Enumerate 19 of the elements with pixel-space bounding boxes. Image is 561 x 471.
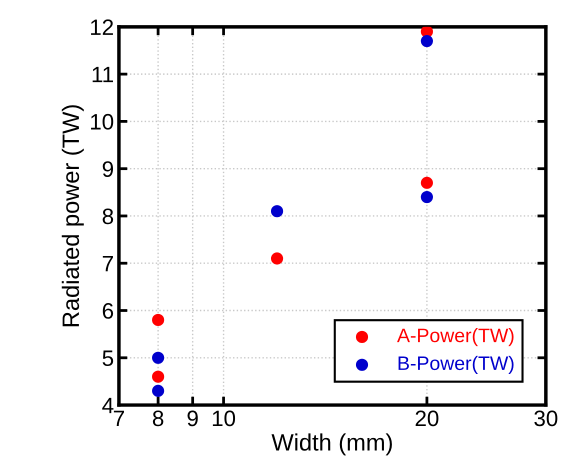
- y-axis-title: Radiated power (TW): [62, 105, 84, 326]
- y-tick-label: 10: [91, 114, 114, 130]
- y-tick-label: 6: [102, 303, 114, 319]
- x-tick-label: 20: [416, 410, 438, 426]
- y-tick-label: 9: [102, 161, 114, 177]
- x-tick-label: 30: [534, 410, 558, 426]
- x-tick-label: 8: [152, 410, 164, 426]
- x-tick-label: 9: [188, 410, 198, 426]
- y-tick-label: 7: [102, 256, 113, 272]
- legend-label: B-Power(TW): [398, 356, 514, 374]
- x-axis-title: Width (mm): [272, 433, 392, 456]
- x-tick-label: 7: [114, 410, 124, 426]
- y-tick-label: 5: [102, 350, 114, 366]
- y-tick-label: 12: [91, 19, 113, 35]
- y-tick-label: 4: [102, 398, 114, 414]
- x-tick-label: 10: [212, 410, 236, 426]
- legend-label: A-Power(TW): [397, 328, 514, 346]
- y-tick-label: 8: [102, 208, 114, 224]
- y-tick-label: 11: [92, 66, 113, 82]
